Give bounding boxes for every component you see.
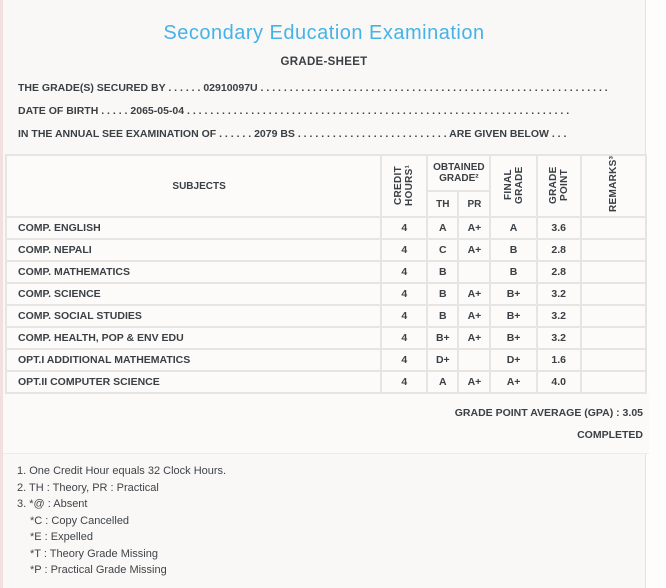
- table-row: COMP. ENGLISH 4 A A+ A 3.6: [7, 218, 645, 238]
- footnotes-section: 1. One Credit Hour equals 32 Clock Hours…: [3, 454, 645, 579]
- remarks-cell: [581, 328, 645, 348]
- table-row: OPT.II COMPUTER SCIENCE 4 A A+ A+ 4.0: [7, 372, 645, 392]
- th-grade-cell: B+: [428, 328, 458, 348]
- credit-cell: 4: [382, 262, 427, 282]
- pr-grade-cell: A+: [459, 240, 490, 260]
- gradesheet-container: Secondary Education Examination GRADE-SH…: [0, 0, 649, 588]
- col-header-th: TH: [428, 192, 458, 216]
- table-row: OPT.I ADDITIONAL MATHEMATICS 4 D+ D+ 1.6: [7, 350, 645, 370]
- col-header-final-grade-label: FINAL GRADE: [502, 165, 525, 204]
- table-row: COMP. SOCIAL STUDIES 4 B A+ B+ 3.2: [7, 306, 645, 326]
- pr-grade-cell: A+: [459, 372, 490, 392]
- th-grade-cell: A: [428, 372, 458, 392]
- th-grade-cell: B: [428, 262, 458, 282]
- footnote-copy-cancelled: *C : Copy Cancelled: [30, 514, 130, 527]
- col-header-remarks-label: REMARKS³: [607, 156, 619, 212]
- final-grade-cell: A+: [491, 372, 536, 392]
- th-grade-cell: D+: [428, 350, 458, 370]
- col-header-credit-hours-label: CREDIT HOURS¹: [393, 163, 416, 206]
- final-grade-cell: B: [491, 240, 536, 260]
- pr-grade-cell: A+: [459, 306, 490, 326]
- credit-cell: 4: [382, 284, 427, 304]
- grade-point-cell: 4.0: [537, 372, 580, 392]
- remarks-cell: [581, 240, 645, 260]
- info-line-date-of-birth: DATE OF BIRTH . . . . . 2065-05-04 . . .…: [18, 105, 570, 117]
- grade-point-cell: 3.2: [537, 284, 580, 304]
- remarks-cell: [581, 218, 645, 238]
- credit-cell: 4: [382, 240, 427, 260]
- col-header-pr: PR: [459, 192, 490, 216]
- subject-cell: OPT.I ADDITIONAL MATHEMATICS: [7, 350, 381, 370]
- grade-point-cell: 3.2: [537, 306, 580, 326]
- th-grade-cell: B: [428, 306, 458, 326]
- final-grade-cell: B+: [491, 284, 536, 304]
- remarks-cell: [581, 350, 645, 370]
- remarks-cell: [581, 372, 645, 392]
- grade-point-cell: 2.8: [537, 240, 580, 260]
- final-grade-cell: B+: [491, 306, 536, 326]
- col-header-remarks: REMARKS³: [581, 156, 645, 216]
- info-line-secured-by: THE GRADE(S) SECURED BY . . . . . . 0291…: [18, 82, 609, 94]
- subject-cell: COMP. SCIENCE: [7, 284, 381, 304]
- pr-grade-cell: A+: [459, 284, 490, 304]
- credit-cell: 4: [382, 328, 427, 348]
- footnote-expelled: *E : Expelled: [30, 531, 93, 543]
- col-header-grade-point: GRADE POINT: [537, 156, 580, 216]
- remarks-cell: [581, 284, 645, 304]
- grades-table: SUBJECTS CREDIT HOURS¹ OBTAINED GRADE² F…: [5, 154, 647, 394]
- summary-section: GRADE POINT AVERAGE (GPA) : 3.05 COMPLET…: [3, 394, 649, 454]
- col-header-obtained-grade: OBTAINED GRADE²: [428, 156, 490, 190]
- credit-cell: 4: [382, 218, 427, 238]
- grade-point-cell: 3.2: [537, 328, 580, 348]
- gpa-line: GRADE POINT AVERAGE (GPA) : 3.05: [454, 407, 643, 419]
- subject-cell: COMP. NEPALI: [7, 240, 381, 260]
- table-row: COMP. HEALTH, POP & ENV EDU 4 B+ A+ B+ 3…: [7, 328, 645, 348]
- footnote-theory-grade-missing: *T : Theory Grade Missing: [30, 547, 158, 560]
- subject-cell: COMP. ENGLISH: [7, 218, 381, 238]
- remarks-cell: [581, 306, 645, 326]
- info-line-examination-year: IN THE ANNUAL SEE EXAMINATION OF . . . .…: [18, 128, 567, 140]
- th-grade-cell: A: [428, 218, 458, 238]
- table-row: COMP. MATHEMATICS 4 B B 2.8: [7, 262, 645, 282]
- footnote-th-pr: 2. TH : Theory, PR : Practical: [17, 481, 159, 494]
- col-header-grade-point-label: GRADE POINT: [547, 165, 570, 204]
- credit-cell: 4: [382, 350, 427, 370]
- final-grade-cell: A: [491, 218, 536, 238]
- credit-cell: 4: [382, 306, 427, 326]
- grade-point-cell: 3.6: [537, 218, 580, 238]
- grade-point-cell: 2.8: [537, 262, 580, 282]
- student-info-section: THE GRADE(S) SECURED BY . . . . . . 0291…: [3, 77, 645, 146]
- pr-grade-cell: [459, 262, 490, 282]
- status-line: COMPLETED: [577, 429, 643, 441]
- footnote-absent: 3. *@ : Absent: [17, 498, 88, 510]
- th-grade-cell: C: [428, 240, 458, 260]
- gradesheet-subtitle: GRADE-SHEET: [280, 56, 368, 68]
- pr-grade-cell: A+: [459, 218, 490, 238]
- subject-cell: OPT.II COMPUTER SCIENCE: [7, 372, 381, 392]
- table-row: COMP. NEPALI 4 C A+ B 2.8: [7, 240, 645, 260]
- footnote-practical-grade-missing: *P : Practical Grade Missing: [30, 564, 167, 576]
- final-grade-cell: D+: [491, 350, 536, 370]
- footnote-credit-hours: 1. One Credit Hour equals 32 Clock Hours…: [17, 465, 227, 477]
- th-grade-cell: B: [428, 284, 458, 304]
- pr-grade-cell: A+: [459, 328, 490, 348]
- page-title: Secondary Education Examination: [163, 22, 485, 44]
- pr-grade-cell: [459, 350, 490, 370]
- final-grade-cell: B+: [491, 328, 536, 348]
- remarks-cell: [581, 262, 645, 282]
- grade-point-cell: 1.6: [537, 350, 580, 370]
- subject-cell: COMP. HEALTH, POP & ENV EDU: [7, 328, 381, 348]
- credit-cell: 4: [382, 372, 427, 392]
- col-header-final-grade: FINAL GRADE: [491, 156, 536, 216]
- table-row: COMP. SCIENCE 4 B A+ B+ 3.2: [7, 284, 645, 304]
- subject-cell: COMP. MATHEMATICS: [7, 262, 381, 282]
- col-header-credit-hours: CREDIT HOURS¹: [382, 156, 427, 216]
- final-grade-cell: B: [491, 262, 536, 282]
- subject-cell: COMP. SOCIAL STUDIES: [7, 306, 381, 326]
- col-header-subjects: SUBJECTS: [7, 156, 381, 216]
